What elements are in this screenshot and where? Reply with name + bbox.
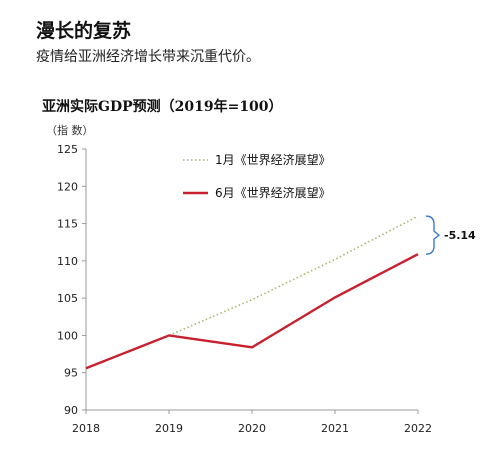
y-tick-label: 125 bbox=[57, 143, 78, 156]
gap-annotation-label: -5.14 bbox=[444, 229, 476, 242]
x-tick-label: 2018 bbox=[72, 422, 100, 435]
y-tick-label: 105 bbox=[57, 292, 78, 305]
y-tick-label: 100 bbox=[57, 329, 78, 342]
x-tick-label: 2021 bbox=[321, 422, 349, 435]
x-tick-label: 2019 bbox=[155, 422, 183, 435]
page-subtitle: 疫情给亚洲经济增长带来沉重代价。 bbox=[36, 49, 260, 65]
y-tick-label: 110 bbox=[57, 255, 78, 268]
y-tick-label: 90 bbox=[64, 404, 78, 417]
y-tick-label: 115 bbox=[57, 218, 78, 231]
series-line-1 bbox=[168, 215, 419, 337]
y-axis-unit: （指 数） bbox=[46, 124, 94, 137]
y-tick-label: 95 bbox=[64, 367, 78, 380]
x-tick-label: 2020 bbox=[238, 422, 266, 435]
legend-label-2: 6月《世界经济展望》 bbox=[215, 185, 331, 200]
x-tick-label: 2022 bbox=[404, 422, 432, 435]
series-line-2 bbox=[85, 253, 419, 370]
y-tick-label: 120 bbox=[57, 180, 78, 193]
page-title: 漫长的复苏 bbox=[36, 20, 132, 42]
gap-bracket bbox=[425, 215, 441, 255]
legend-label-1: 1月《世界经济展望》 bbox=[215, 152, 331, 167]
chart-title: 亚洲实际GDP预测（2019年=100） bbox=[42, 99, 283, 115]
